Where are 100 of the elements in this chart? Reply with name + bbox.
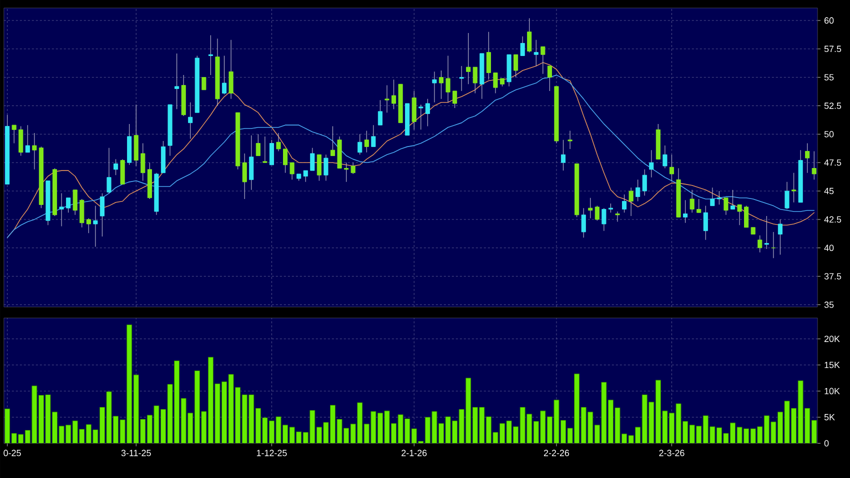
candlestick bbox=[290, 162, 294, 180]
candlestick bbox=[540, 46, 546, 74]
candlestick bbox=[710, 187, 715, 206]
candlestick bbox=[716, 190, 722, 205]
candlestick bbox=[242, 153, 247, 200]
candlestick bbox=[703, 206, 708, 240]
candlestick bbox=[744, 206, 749, 228]
y-tick-label: 60 bbox=[824, 17, 834, 24]
candlestick bbox=[560, 140, 566, 171]
candlestick bbox=[18, 126, 24, 156]
candlestick bbox=[350, 162, 356, 174]
candlestick bbox=[66, 198, 71, 213]
candlestick bbox=[412, 90, 416, 130]
candlestick bbox=[174, 53, 180, 110]
candlestick bbox=[276, 132, 281, 152]
y-tick-label: 37.5 bbox=[824, 273, 842, 280]
x-tick-label: 1-12-25 bbox=[256, 450, 287, 456]
candlestick bbox=[418, 104, 424, 130]
candlestick bbox=[466, 32, 471, 84]
candlestick bbox=[364, 130, 369, 153]
candlestick bbox=[32, 132, 37, 170]
candlestick bbox=[432, 71, 437, 103]
x-tick-label: 2-1-26 bbox=[402, 450, 427, 456]
candlestick bbox=[568, 130, 572, 150]
candlestick bbox=[86, 218, 91, 234]
candlestick bbox=[371, 124, 376, 147]
candlestick bbox=[80, 198, 84, 228]
candlestick bbox=[662, 145, 668, 169]
candlestick bbox=[493, 72, 498, 94]
candlestick bbox=[602, 208, 606, 232]
candlestick bbox=[316, 154, 322, 182]
candlestick bbox=[282, 148, 288, 174]
candlestick bbox=[622, 194, 627, 213]
candlestick bbox=[737, 204, 742, 226]
y-tick-label: 55 bbox=[824, 74, 834, 80]
candlestick bbox=[764, 216, 769, 250]
candlestick bbox=[391, 79, 396, 110]
candlestick bbox=[594, 206, 600, 221]
candlestick bbox=[249, 135, 254, 190]
candlestick bbox=[547, 66, 552, 92]
y-tick-label: 35 bbox=[824, 302, 834, 308]
candlestick bbox=[486, 32, 491, 80]
candlestick bbox=[791, 172, 796, 203]
candlestick bbox=[358, 134, 362, 155]
candlestick bbox=[758, 235, 762, 253]
candlestick bbox=[649, 150, 654, 178]
candlestick bbox=[472, 66, 478, 94]
y-tick-label: 15K bbox=[824, 362, 840, 368]
candlestick bbox=[459, 66, 464, 92]
x-tick-label: 2-3-26 bbox=[659, 450, 684, 456]
candlestick bbox=[690, 190, 694, 213]
candlestick bbox=[438, 70, 444, 100]
y-tick-label: 42.5 bbox=[824, 216, 842, 223]
x-tick-label: 3-11-25 bbox=[121, 450, 151, 456]
y-tick-label: 50 bbox=[824, 131, 834, 138]
candlestick bbox=[140, 142, 146, 182]
candlestick bbox=[12, 124, 16, 144]
candlestick bbox=[310, 148, 315, 171]
candlestick bbox=[384, 84, 390, 113]
candlestick bbox=[59, 193, 64, 227]
candlestick bbox=[120, 158, 125, 184]
candlestick bbox=[330, 126, 336, 156]
candlestick bbox=[106, 148, 112, 194]
candlestick bbox=[72, 190, 78, 216]
y-tick-label: 45 bbox=[824, 188, 834, 194]
candlestick bbox=[805, 142, 810, 174]
candlestick bbox=[608, 203, 614, 213]
candlestick bbox=[113, 158, 118, 176]
candlestick bbox=[730, 190, 736, 210]
candlestick bbox=[93, 206, 98, 248]
candlestick bbox=[303, 170, 308, 182]
y-tick-label: 10K bbox=[824, 388, 840, 394]
candlestick bbox=[446, 55, 450, 103]
candlestick bbox=[636, 179, 640, 202]
candlestick bbox=[669, 154, 674, 182]
candlestick bbox=[188, 102, 193, 140]
candlestick bbox=[588, 198, 593, 219]
candlestick bbox=[228, 40, 234, 100]
y-tick-label: 20K bbox=[824, 336, 840, 342]
candlestick bbox=[269, 140, 274, 166]
candlestick bbox=[581, 208, 586, 238]
candlestick bbox=[642, 169, 647, 196]
candlestick bbox=[378, 100, 382, 126]
candlestick bbox=[534, 40, 538, 66]
candlestick bbox=[100, 193, 105, 237]
candlestick bbox=[425, 98, 430, 127]
candlestick bbox=[262, 136, 268, 163]
candlestick bbox=[696, 198, 702, 213]
x-tick-label: 2-2-26 bbox=[544, 450, 570, 456]
y-tick-label: 40 bbox=[824, 244, 834, 252]
candlestick bbox=[683, 200, 688, 224]
candlestick bbox=[25, 124, 30, 153]
candlestick bbox=[778, 219, 783, 255]
candlestick bbox=[628, 187, 634, 216]
candlestick bbox=[344, 162, 349, 182]
candlestick bbox=[724, 198, 728, 216]
y-tick-label: 52.5 bbox=[824, 102, 842, 109]
candlestick bbox=[256, 134, 260, 156]
y-tick-label: 57.5 bbox=[824, 46, 842, 52]
x-tick-label: 0-25 bbox=[4, 450, 21, 456]
